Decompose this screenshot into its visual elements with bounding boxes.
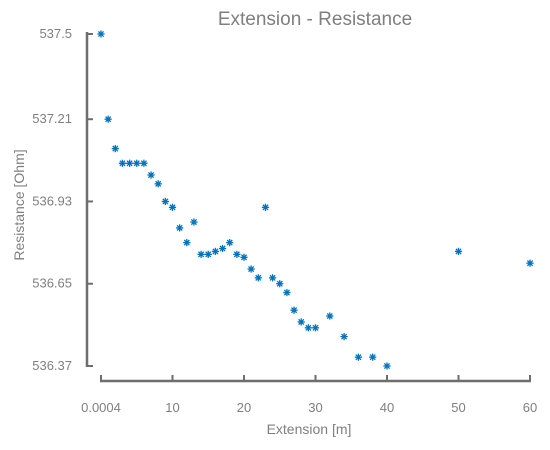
- data-point: [211, 247, 219, 256]
- y-tick-label: 536.65: [32, 276, 72, 291]
- data-point: [254, 274, 262, 282]
- data-point: [190, 218, 198, 226]
- data-point: [304, 324, 312, 332]
- x-tick-label: 20: [237, 400, 251, 415]
- data-point: [218, 244, 227, 253]
- data-point: [147, 171, 155, 179]
- data-point: [183, 239, 191, 247]
- data-point: [140, 159, 148, 167]
- data-point: [354, 353, 362, 361]
- data-point: [161, 197, 169, 206]
- data-point: [168, 203, 177, 211]
- data-point: [276, 280, 284, 288]
- data-point: [369, 353, 377, 361]
- data-point: [226, 239, 234, 247]
- data-point: [297, 318, 305, 326]
- y-tick-label: 536.93: [32, 193, 72, 208]
- data-point: [247, 265, 255, 273]
- x-tick-label: 40: [380, 400, 394, 415]
- data-point: [233, 250, 241, 258]
- data-point: [133, 159, 141, 167]
- data-point: [118, 159, 127, 167]
- data-point: [154, 180, 162, 188]
- x-tick-label: 30: [308, 400, 322, 415]
- x-tick-label: 50: [451, 400, 465, 415]
- data-point: [197, 250, 205, 258]
- data-point: [97, 30, 105, 38]
- x-tick-label: 0.0004: [81, 400, 121, 415]
- x-tick-label: 10: [165, 400, 179, 415]
- data-point: [176, 224, 184, 232]
- data-point: [126, 159, 134, 167]
- x-tick-label: 60: [523, 400, 537, 415]
- data-points: [97, 30, 534, 370]
- ticks: 536.37 536.65 536.93 537.21 537.5 0.0004 10 20 3…: [32, 26, 537, 415]
- data-point: [240, 253, 248, 261]
- data-point: [454, 247, 463, 256]
- data-point: [383, 362, 391, 370]
- y-axis-label: Resistance [Ohm]: [11, 149, 27, 260]
- data-point: [340, 333, 348, 341]
- data-point: [204, 250, 212, 258]
- y-tick-label: 537.21: [32, 111, 72, 126]
- data-point: [104, 115, 112, 123]
- y-tick-label: 537.5: [39, 26, 72, 41]
- data-point: [269, 274, 277, 282]
- chart-title: Extension - Resistance: [218, 9, 412, 30]
- x-axis-label: Extension [m]: [267, 421, 352, 437]
- data-point: [283, 288, 291, 297]
- data-point: [290, 306, 298, 314]
- y-tick-label: 536.37: [32, 358, 72, 373]
- data-point: [526, 259, 534, 267]
- data-point: [261, 203, 270, 211]
- data-point: [326, 312, 334, 320]
- data-point: [111, 144, 119, 153]
- data-point: [311, 324, 320, 332]
